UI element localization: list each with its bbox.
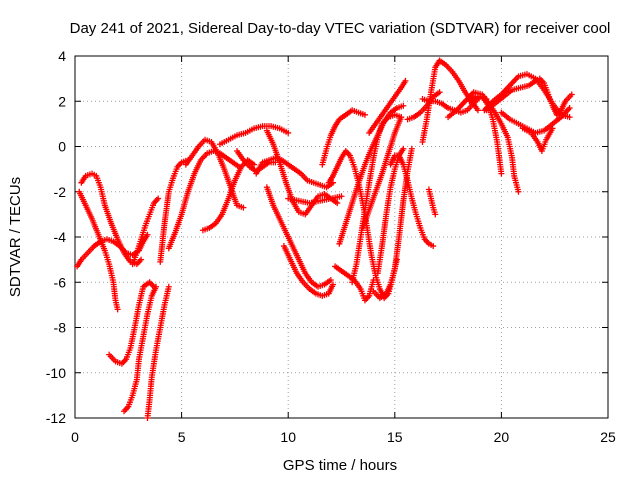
y-tick-label: 4 (58, 48, 66, 64)
y-tick-label: 2 (58, 93, 66, 109)
data-point (400, 145, 407, 152)
series-arc-18 (285, 193, 345, 207)
y-axis-label: SDTVAR / TECUs (7, 177, 24, 297)
data-point (114, 306, 121, 313)
series-arc-4 (106, 279, 157, 367)
series-arc-38 (519, 125, 556, 155)
data-point (430, 243, 437, 250)
data-point (498, 170, 505, 177)
data-point (361, 111, 368, 118)
series-arc-5 (121, 283, 160, 415)
series-arc-29 (404, 89, 443, 123)
y-tick-label: -6 (54, 274, 67, 290)
series-arc-24 (359, 114, 405, 231)
series-arc-23 (349, 111, 405, 286)
data-point (398, 114, 405, 121)
data-point (251, 161, 258, 168)
y-tick-label: -10 (46, 365, 66, 381)
data-point (408, 145, 415, 152)
series-arc-8 (157, 157, 191, 265)
series-arc-32 (425, 186, 439, 218)
x-axis-label: GPS time / hours (283, 457, 397, 474)
data-point (138, 256, 145, 263)
series-arc-2 (78, 170, 145, 268)
data-point (402, 77, 409, 84)
series-arc-28 (387, 152, 437, 250)
series-arc-3 (76, 188, 121, 313)
y-tick-label: -8 (54, 320, 67, 336)
data-point (329, 281, 336, 288)
series-arc-25 (366, 77, 409, 136)
series-arc-12 (216, 123, 292, 148)
x-tick-label: 15 (387, 429, 403, 445)
series-arc-15 (263, 184, 334, 290)
y-tick-label: 0 (58, 139, 66, 155)
data-point (568, 91, 575, 98)
axis-ticks: 0 5 10 15 20 25 -12 -10 -8 -6 -4 -2 0 2 4 (46, 48, 616, 445)
data-point (338, 193, 345, 200)
x-tick-label: 10 (280, 429, 296, 445)
series-arc-33 (445, 89, 522, 195)
series-arc-27 (370, 145, 415, 302)
data-point (432, 211, 439, 218)
x-tick-label: 20 (494, 429, 510, 445)
y-tick-label: -12 (46, 410, 66, 426)
data-point (334, 200, 341, 207)
data-point (285, 129, 292, 136)
data-point (240, 204, 247, 211)
series-arc-14 (234, 148, 279, 175)
data-point (515, 188, 522, 195)
data-point (327, 276, 334, 283)
data-point (436, 89, 443, 96)
data-point (400, 102, 407, 109)
series-arc-16 (280, 243, 336, 299)
series-arc-10 (182, 136, 247, 211)
x-tick-label: 0 (71, 429, 79, 445)
data-markers (74, 57, 575, 421)
data-point (165, 283, 172, 290)
series-arc-7 (144, 283, 172, 421)
data-point (370, 276, 377, 283)
y-tick-label: -4 (54, 229, 67, 245)
chart-title: Day 241 of 2021, Sidereal Day-to-day VTE… (70, 20, 611, 37)
data-point (566, 114, 573, 121)
series-arc-6 (129, 195, 162, 268)
data-point (155, 195, 162, 202)
series-arc-19 (319, 107, 368, 168)
data-point (549, 125, 556, 132)
y-tick-label: -2 (54, 184, 67, 200)
x-tick-label: 5 (178, 429, 186, 445)
series-arc-36 (483, 75, 575, 118)
data-point (474, 107, 481, 114)
series-arc-26 (374, 145, 407, 277)
x-tick-label: 25 (600, 429, 616, 445)
data-point (153, 283, 160, 290)
data-point (566, 105, 573, 112)
